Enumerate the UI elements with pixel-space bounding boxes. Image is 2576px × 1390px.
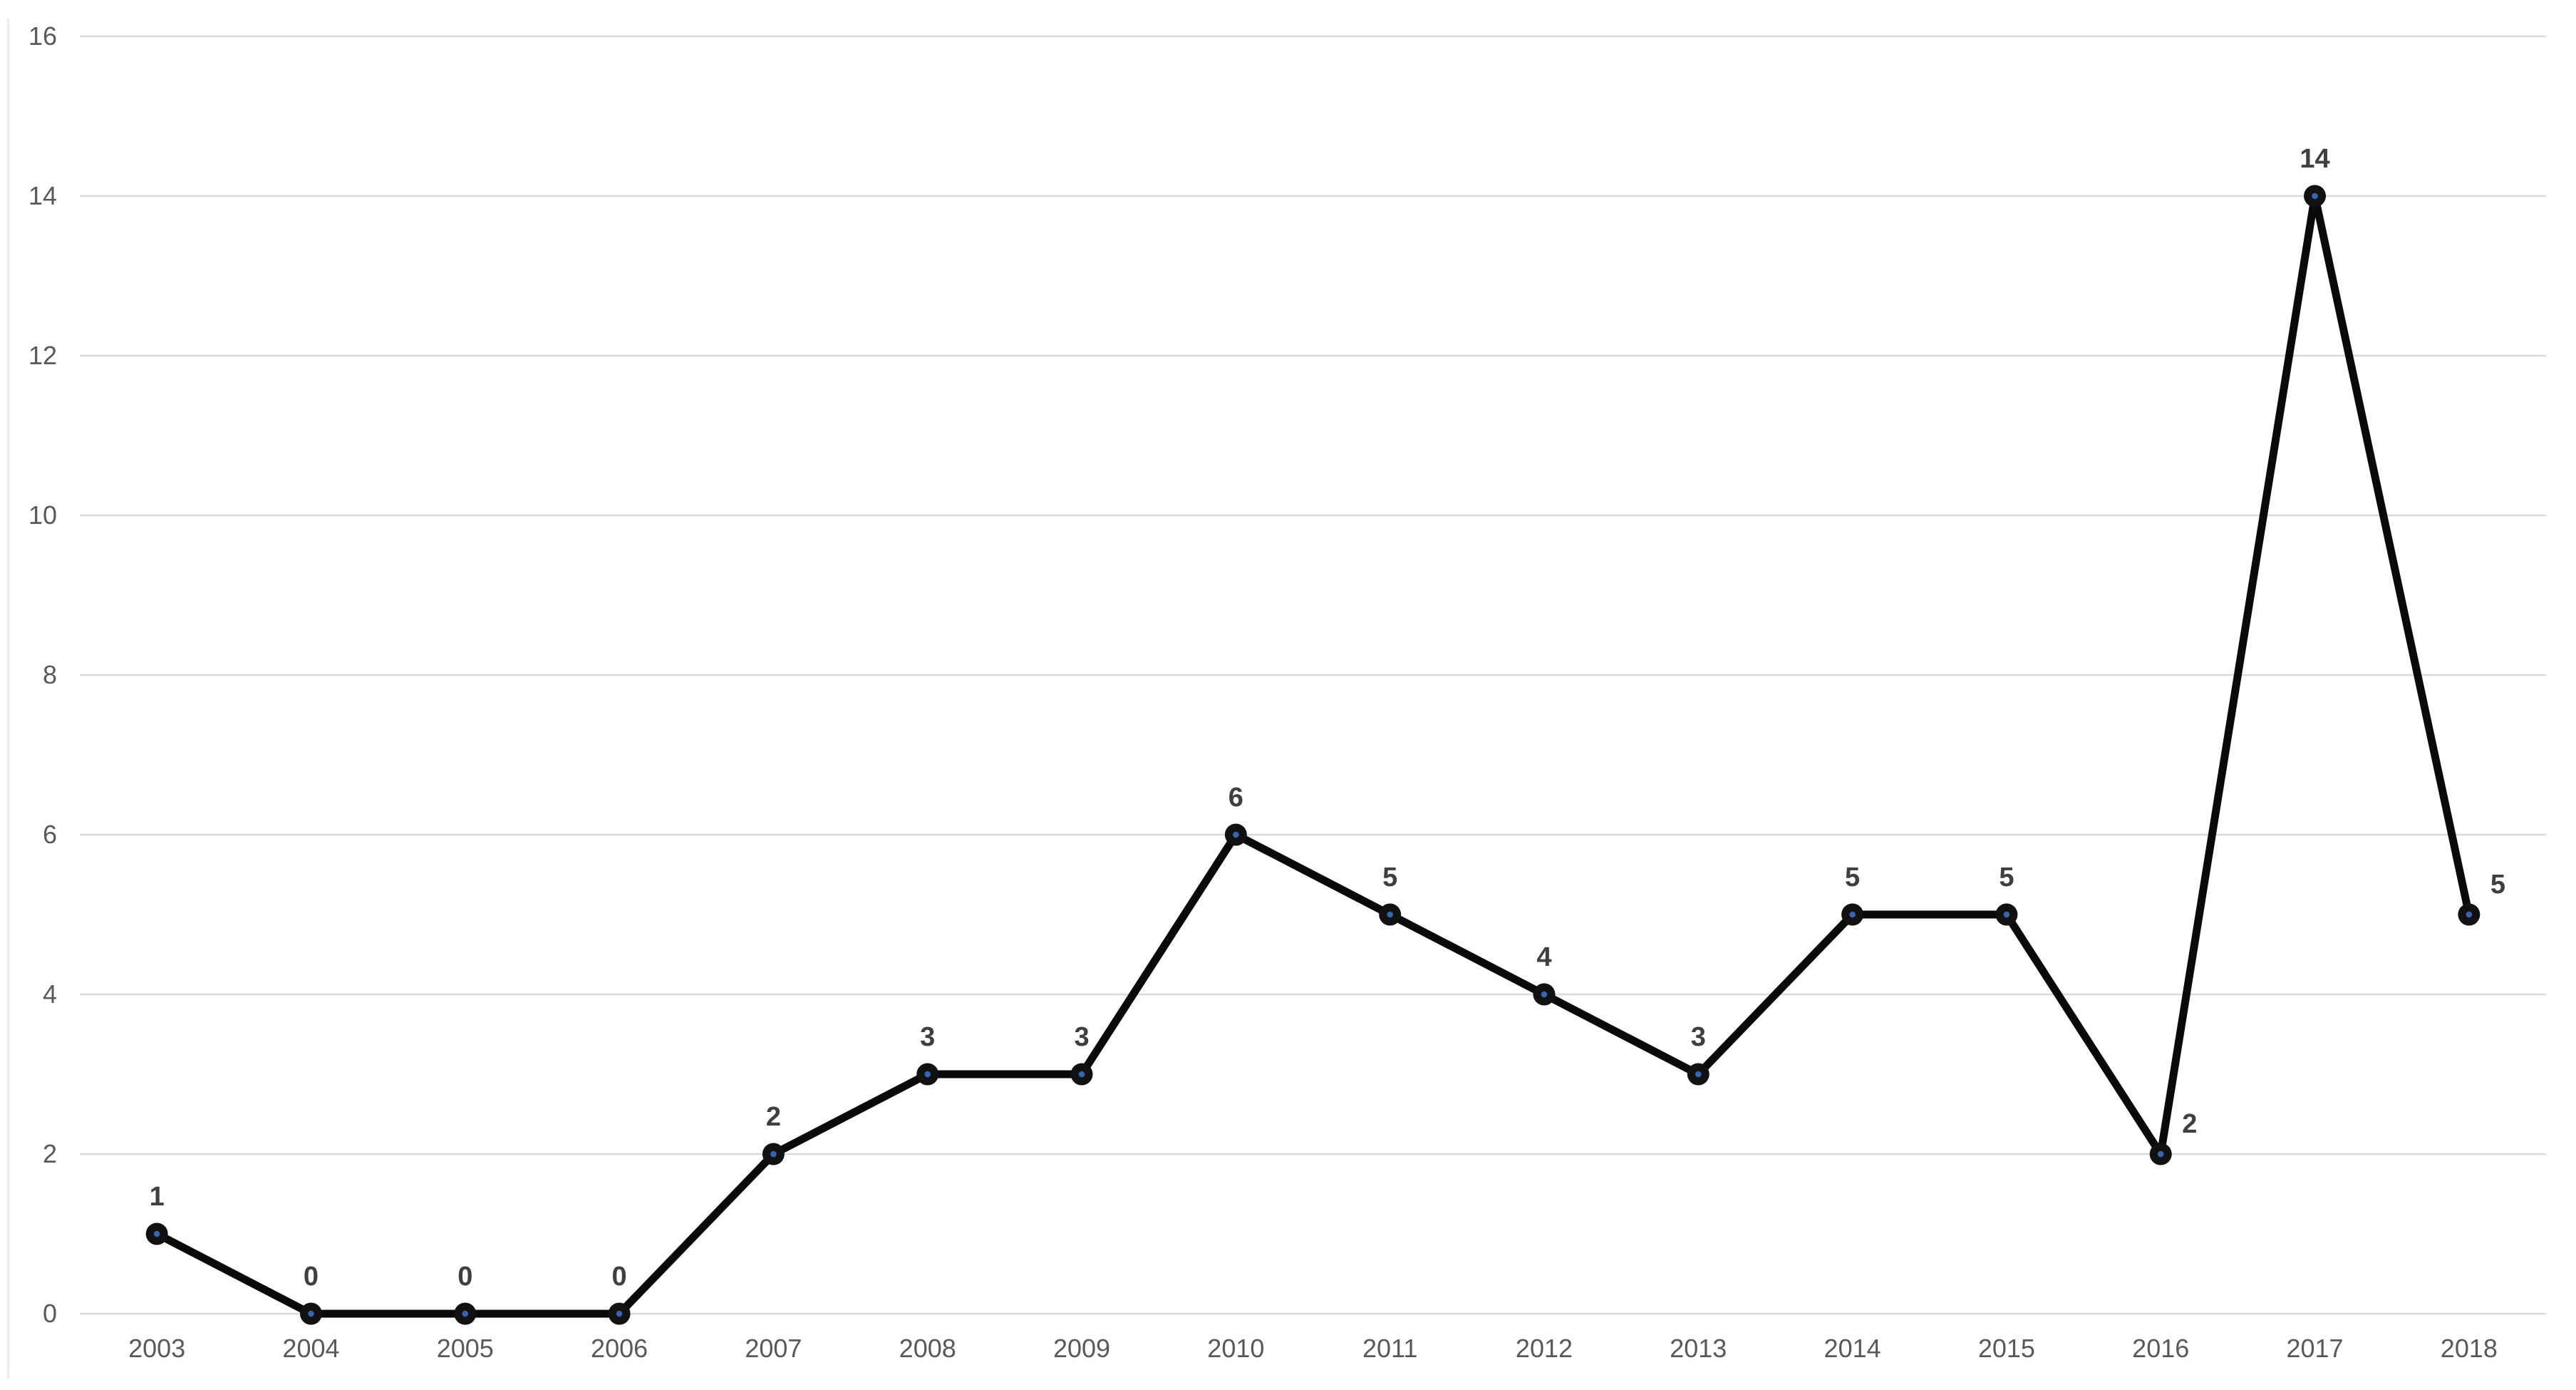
- y-tick-label: 0: [43, 1299, 57, 1328]
- data-point-center-dot: [2003, 911, 2010, 918]
- x-tick-label: 2004: [282, 1334, 339, 1363]
- data-point-center-dot: [924, 1071, 931, 1078]
- data-point-label: 5: [1845, 863, 1860, 892]
- data-point-label: 1: [150, 1182, 165, 1212]
- x-tick-label: 2007: [745, 1334, 802, 1363]
- series-line: [152, 192, 2473, 1318]
- data-point-label: 0: [612, 1262, 627, 1292]
- y-tick-label: 10: [29, 500, 57, 530]
- y-tick-label: 8: [43, 660, 57, 689]
- data-point-label: 3: [1691, 1022, 1706, 1052]
- x-tick-label: 2015: [1978, 1334, 2035, 1363]
- data-point-label: 0: [457, 1262, 472, 1292]
- y-tick-label: 16: [29, 21, 57, 51]
- data-point-center-dot: [770, 1150, 777, 1158]
- data-point-label: 5: [2490, 870, 2505, 900]
- y-tick-label: 4: [43, 979, 57, 1009]
- data-point-center-dot: [1387, 911, 1393, 918]
- x-tick-label: 2005: [437, 1334, 494, 1363]
- y-tick-label: 6: [43, 820, 57, 849]
- data-point-label: 2: [2182, 1109, 2197, 1139]
- data-point-center-dot: [308, 1310, 314, 1317]
- data-point-center-dot: [616, 1310, 623, 1317]
- data-point-label: 14: [2300, 144, 2329, 174]
- data-point-center-dot: [1078, 1071, 1085, 1078]
- y-tick-label: 12: [29, 341, 57, 370]
- data-point-center-dot: [2466, 911, 2473, 918]
- x-tick-label: 2017: [2286, 1334, 2343, 1363]
- data-point-label: 6: [1228, 783, 1243, 813]
- data-point-label: 2: [766, 1102, 781, 1132]
- data-point-label: 5: [1999, 863, 2014, 892]
- data-point-label: 3: [1074, 1022, 1089, 1052]
- data-point-label: 3: [920, 1022, 935, 1052]
- data-point-center-dot: [2312, 192, 2318, 200]
- data-point-center-dot: [1849, 911, 1856, 918]
- x-tick-label: 2014: [1824, 1334, 1881, 1363]
- x-tick-label: 2008: [899, 1334, 956, 1363]
- x-tick-label: 2006: [591, 1334, 648, 1363]
- x-tick-label: 2018: [2441, 1334, 2498, 1363]
- y-tick-label: 2: [43, 1139, 57, 1168]
- data-point-center-dot: [1233, 831, 1239, 838]
- x-tick-label: 2016: [2132, 1334, 2189, 1363]
- data-point-center-dot: [153, 1230, 160, 1237]
- data-point-center-dot: [2157, 1150, 2164, 1158]
- x-tick-label: 2009: [1053, 1334, 1110, 1363]
- data-point-center-dot: [1541, 991, 1548, 998]
- x-tick-label: 2003: [128, 1334, 185, 1363]
- x-tick-label: 2010: [1207, 1334, 1264, 1363]
- data-point-center-dot: [1695, 1071, 1702, 1078]
- data-point-label: 4: [1536, 942, 1551, 972]
- x-tick-label: 2011: [1362, 1334, 1417, 1363]
- x-tick-label: 2012: [1516, 1334, 1573, 1363]
- data-point-label: 5: [1382, 863, 1397, 892]
- data-point-center-dot: [462, 1310, 469, 1317]
- y-tick-label: 14: [29, 181, 57, 210]
- x-tick-label: 2013: [1670, 1334, 1727, 1363]
- left-edge-artifact: [7, 19, 9, 1379]
- data-point-label: 0: [304, 1262, 319, 1292]
